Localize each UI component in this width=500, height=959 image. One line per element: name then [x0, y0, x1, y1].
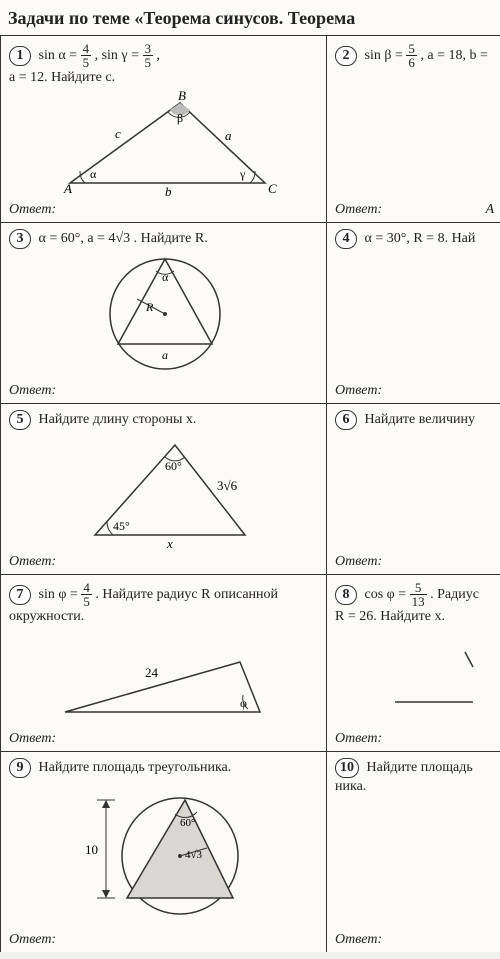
svg-text:10: 10 — [85, 842, 98, 857]
svg-text:24: 24 — [145, 665, 159, 680]
figure-triangle-abc: A B C c a b α β γ — [9, 88, 320, 198]
svg-text:b: b — [165, 184, 172, 198]
problem-2-prompt: 2 sin β = 56 , a = 18, b = — [335, 42, 494, 69]
figure-triangle-angles: 60° 45° 3√6 x — [9, 430, 320, 550]
svg-text:a: a — [162, 348, 168, 362]
svg-text:x: x — [166, 536, 173, 550]
problem-6: 6 Найдите величину Ответ: — [326, 403, 500, 574]
svg-text:φ: φ — [240, 696, 247, 710]
svg-text:α: α — [162, 270, 169, 284]
problem-1-prompt: 1 sin α = 45 , sin γ = 35 , a = 12. Найд… — [9, 42, 320, 88]
label-B: B — [178, 88, 186, 103]
svg-text:γ: γ — [239, 167, 246, 181]
problem-5: 5 Найдите длину стороны x. 60° 45° 3√6 x… — [0, 403, 326, 574]
svg-text:60°: 60° — [180, 817, 195, 829]
problem-8: 8 cos φ = 513 . Радиус R = 26. Найдите x… — [326, 574, 500, 751]
figure-circle-triangle-height: 60° 4√3 10 — [9, 778, 320, 928]
svg-text:R: R — [145, 300, 154, 314]
answer-label: Ответ: — [9, 198, 320, 218]
svg-text:α: α — [90, 167, 97, 181]
worksheet-page: Задачи по теме «Теорема синусов. Теорема… — [0, 0, 500, 952]
problem-10: 10 Найдите площадь ника. Ответ: — [326, 751, 500, 952]
problem-4: 4 α = 30°, R = 8. Най Ответ: — [326, 222, 500, 403]
svg-text:β: β — [177, 111, 183, 125]
page-title: Задачи по теме «Теорема синусов. Теорема — [0, 0, 500, 35]
label-C: C — [268, 181, 277, 196]
problem-number: 1 — [9, 46, 31, 66]
svg-text:3√6: 3√6 — [217, 478, 238, 493]
svg-text:c: c — [115, 126, 121, 141]
svg-text:60°: 60° — [165, 459, 182, 473]
figure-fragment — [335, 627, 494, 727]
problem-7: 7 sin φ = 45 . Найдите радиус R описанно… — [0, 574, 326, 751]
problem-1: 1 sin α = 45 , sin γ = 35 , a = 12. Найд… — [0, 35, 326, 222]
svg-text:45°: 45° — [113, 519, 130, 533]
figure-obtuse-triangle: 24 φ — [9, 627, 320, 727]
problem-9: 9 Найдите площадь треугольника. 60° 4√3 — [0, 751, 326, 952]
label-A: A — [63, 181, 72, 196]
problem-grid: 1 sin α = 45 , sin γ = 35 , a = 12. Найд… — [0, 35, 500, 952]
svg-text:4√3: 4√3 — [185, 849, 203, 861]
figure-circumscribed-triangle: α R a — [9, 249, 320, 379]
problem-3: 3 α = 60°, a = 4√3 . Найдите R. α R a От… — [0, 222, 326, 403]
svg-text:a: a — [225, 128, 232, 143]
problem-2: 2 sin β = 56 , a = 18, b = Ответ: A — [326, 35, 500, 222]
